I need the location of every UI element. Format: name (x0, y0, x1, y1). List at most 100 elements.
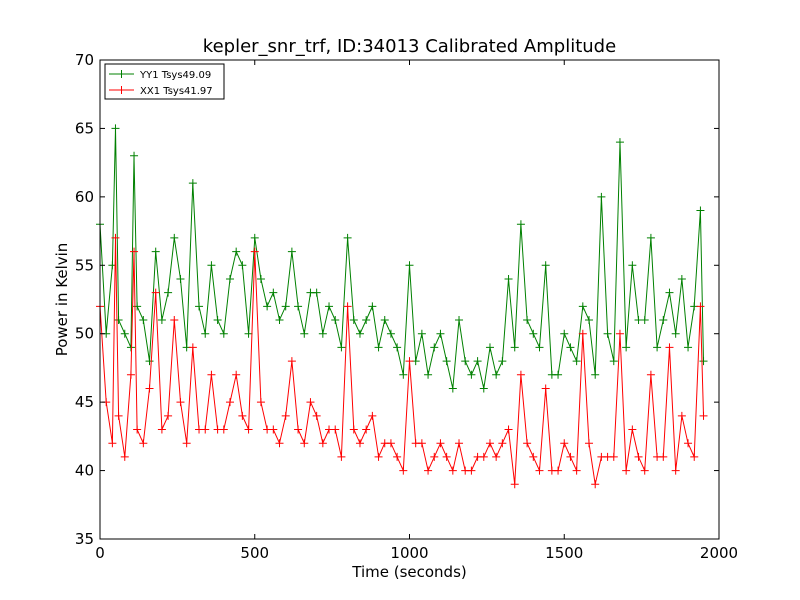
data-point (405, 261, 414, 270)
data-point (492, 370, 501, 379)
data-point (201, 425, 210, 434)
data-point (504, 425, 513, 434)
data-point (318, 329, 327, 338)
data-point (157, 425, 166, 434)
data-point (430, 452, 439, 461)
data-point (244, 425, 253, 434)
data-point (417, 329, 426, 338)
data-point (684, 439, 693, 448)
data-point (151, 288, 160, 297)
data-point (368, 411, 377, 420)
data-point (349, 316, 358, 325)
data-point (646, 233, 655, 242)
data-point (331, 316, 340, 325)
data-point (275, 316, 284, 325)
x-tick-label: 500 (240, 544, 269, 562)
data-point (355, 329, 364, 338)
data-point (535, 466, 544, 475)
data-point (646, 370, 655, 379)
data-point (188, 343, 197, 352)
data-point (343, 233, 352, 242)
data-point (448, 466, 457, 475)
data-point (659, 316, 668, 325)
data-point (585, 439, 594, 448)
data-point (523, 439, 532, 448)
data-point (225, 274, 234, 283)
data-point (120, 452, 129, 461)
data-point (566, 452, 575, 461)
data-point (659, 452, 668, 461)
data-point (591, 480, 600, 489)
data-point (622, 343, 631, 352)
data-point (312, 288, 321, 297)
data-point (399, 466, 408, 475)
data-point (665, 288, 674, 297)
data-point (640, 466, 649, 475)
data-point (337, 343, 346, 352)
data-point (485, 343, 494, 352)
data-point (294, 302, 303, 311)
data-point (405, 357, 414, 366)
data-point (591, 370, 600, 379)
data-point (696, 302, 705, 311)
y-axis-label: Power in Kelvin (53, 243, 71, 357)
plot-area: 0 500 1000 1500 2000 35 40 45 50 55 60 65 70 (75, 51, 738, 562)
data-point (671, 466, 680, 475)
data-point (170, 316, 179, 325)
data-point (436, 439, 445, 448)
data-point (232, 370, 241, 379)
data-point (473, 357, 482, 366)
data-point (287, 247, 296, 256)
data-point (622, 466, 631, 475)
data-point (578, 329, 587, 338)
data-point (108, 439, 117, 448)
legend-label: XX1 Tsys41.97 (140, 86, 213, 97)
y-tick-label: 60 (75, 188, 94, 206)
data-point (566, 343, 575, 352)
data-point (572, 466, 581, 475)
x-tick-label: 2000 (700, 544, 738, 562)
series-1 (96, 124, 708, 393)
x-tick-label: 1000 (390, 544, 428, 562)
data-point (287, 357, 296, 366)
data-point (374, 343, 383, 352)
data-point (436, 329, 445, 338)
data-point (176, 274, 185, 283)
data-point (535, 343, 544, 352)
data-point (281, 411, 290, 420)
data-point (498, 439, 507, 448)
data-point (671, 329, 680, 338)
data-point (380, 316, 389, 325)
data-point (399, 370, 408, 379)
data-point (374, 452, 383, 461)
data-point (349, 425, 358, 434)
data-point (130, 151, 139, 160)
legend: YY1 Tsys49.09 XX1 Tsys41.97 (104, 63, 225, 100)
data-point (256, 398, 265, 407)
data-point (111, 233, 120, 242)
data-point (696, 206, 705, 215)
data-point (615, 329, 624, 338)
data-point (665, 343, 674, 352)
data-point (699, 357, 708, 366)
data-point (157, 316, 166, 325)
data-point (572, 357, 581, 366)
data-point (554, 370, 563, 379)
data-point (424, 466, 433, 475)
data-point (207, 261, 216, 270)
y-tick-label: 45 (75, 393, 94, 411)
data-point (585, 316, 594, 325)
data-point (182, 439, 191, 448)
data-point (325, 302, 334, 311)
data-point (690, 452, 699, 461)
legend-box (104, 63, 225, 100)
y-tick-label: 35 (75, 530, 94, 548)
data-point (628, 261, 637, 270)
data-point (256, 274, 265, 283)
data-point (640, 316, 649, 325)
data-point (455, 439, 464, 448)
data-point (541, 384, 550, 393)
data-point (609, 452, 618, 461)
